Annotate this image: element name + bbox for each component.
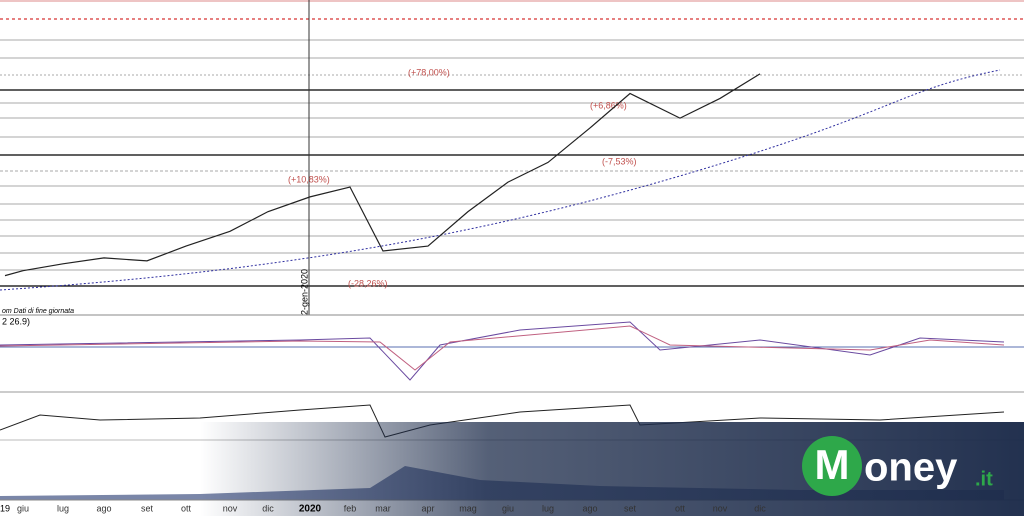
x-tick-label: ago	[582, 503, 597, 513]
logo-circle	[802, 436, 862, 496]
logo: M oney .it	[802, 436, 993, 496]
x-tick-label: mar	[375, 503, 391, 513]
source-note: om Dati di fine giornata	[2, 308, 74, 315]
x-tick-label: ott	[181, 503, 192, 513]
logo-tld: .it	[975, 468, 993, 490]
x-tick-label: 2020	[299, 504, 322, 515]
x-tick-label: giu	[502, 503, 514, 513]
x-tick-label: dic	[754, 503, 766, 513]
x-tick-label: mag	[459, 503, 477, 513]
x-tick-label: set	[624, 503, 637, 513]
price-line	[4, 73, 761, 277]
x-tick-label: apr	[421, 503, 434, 513]
annotation: (+6,86%)	[590, 100, 627, 110]
indicator-label: 2 26.9)	[2, 316, 30, 326]
x-tick-label: feb	[344, 503, 357, 513]
x-tick-label: dic	[262, 503, 274, 513]
indicator-panels	[0, 321, 1024, 516]
date-marker: 2-gen-2020	[299, 269, 309, 315]
x-tick-label: nov	[713, 503, 728, 513]
logo-text: oney	[864, 446, 958, 490]
x-tick-label: ago	[96, 503, 111, 513]
annotation: (-7,53%)	[602, 156, 637, 166]
x-tick-label: giu	[17, 503, 29, 513]
x-tick-label: ott	[675, 503, 686, 513]
x-tick-label: lug	[542, 503, 554, 513]
logo-initial: M	[815, 441, 850, 488]
annotation: (+10,83%)	[288, 174, 330, 184]
x-tick-label: 19	[0, 503, 10, 513]
annotation: (-28,26%)	[348, 278, 388, 288]
annotation: (+78,00%)	[408, 67, 450, 77]
price-panel-lines	[0, 0, 1024, 316]
x-tick-label: set	[141, 503, 154, 513]
x-tick-label: nov	[223, 503, 238, 513]
x-tick-label: lug	[57, 503, 69, 513]
